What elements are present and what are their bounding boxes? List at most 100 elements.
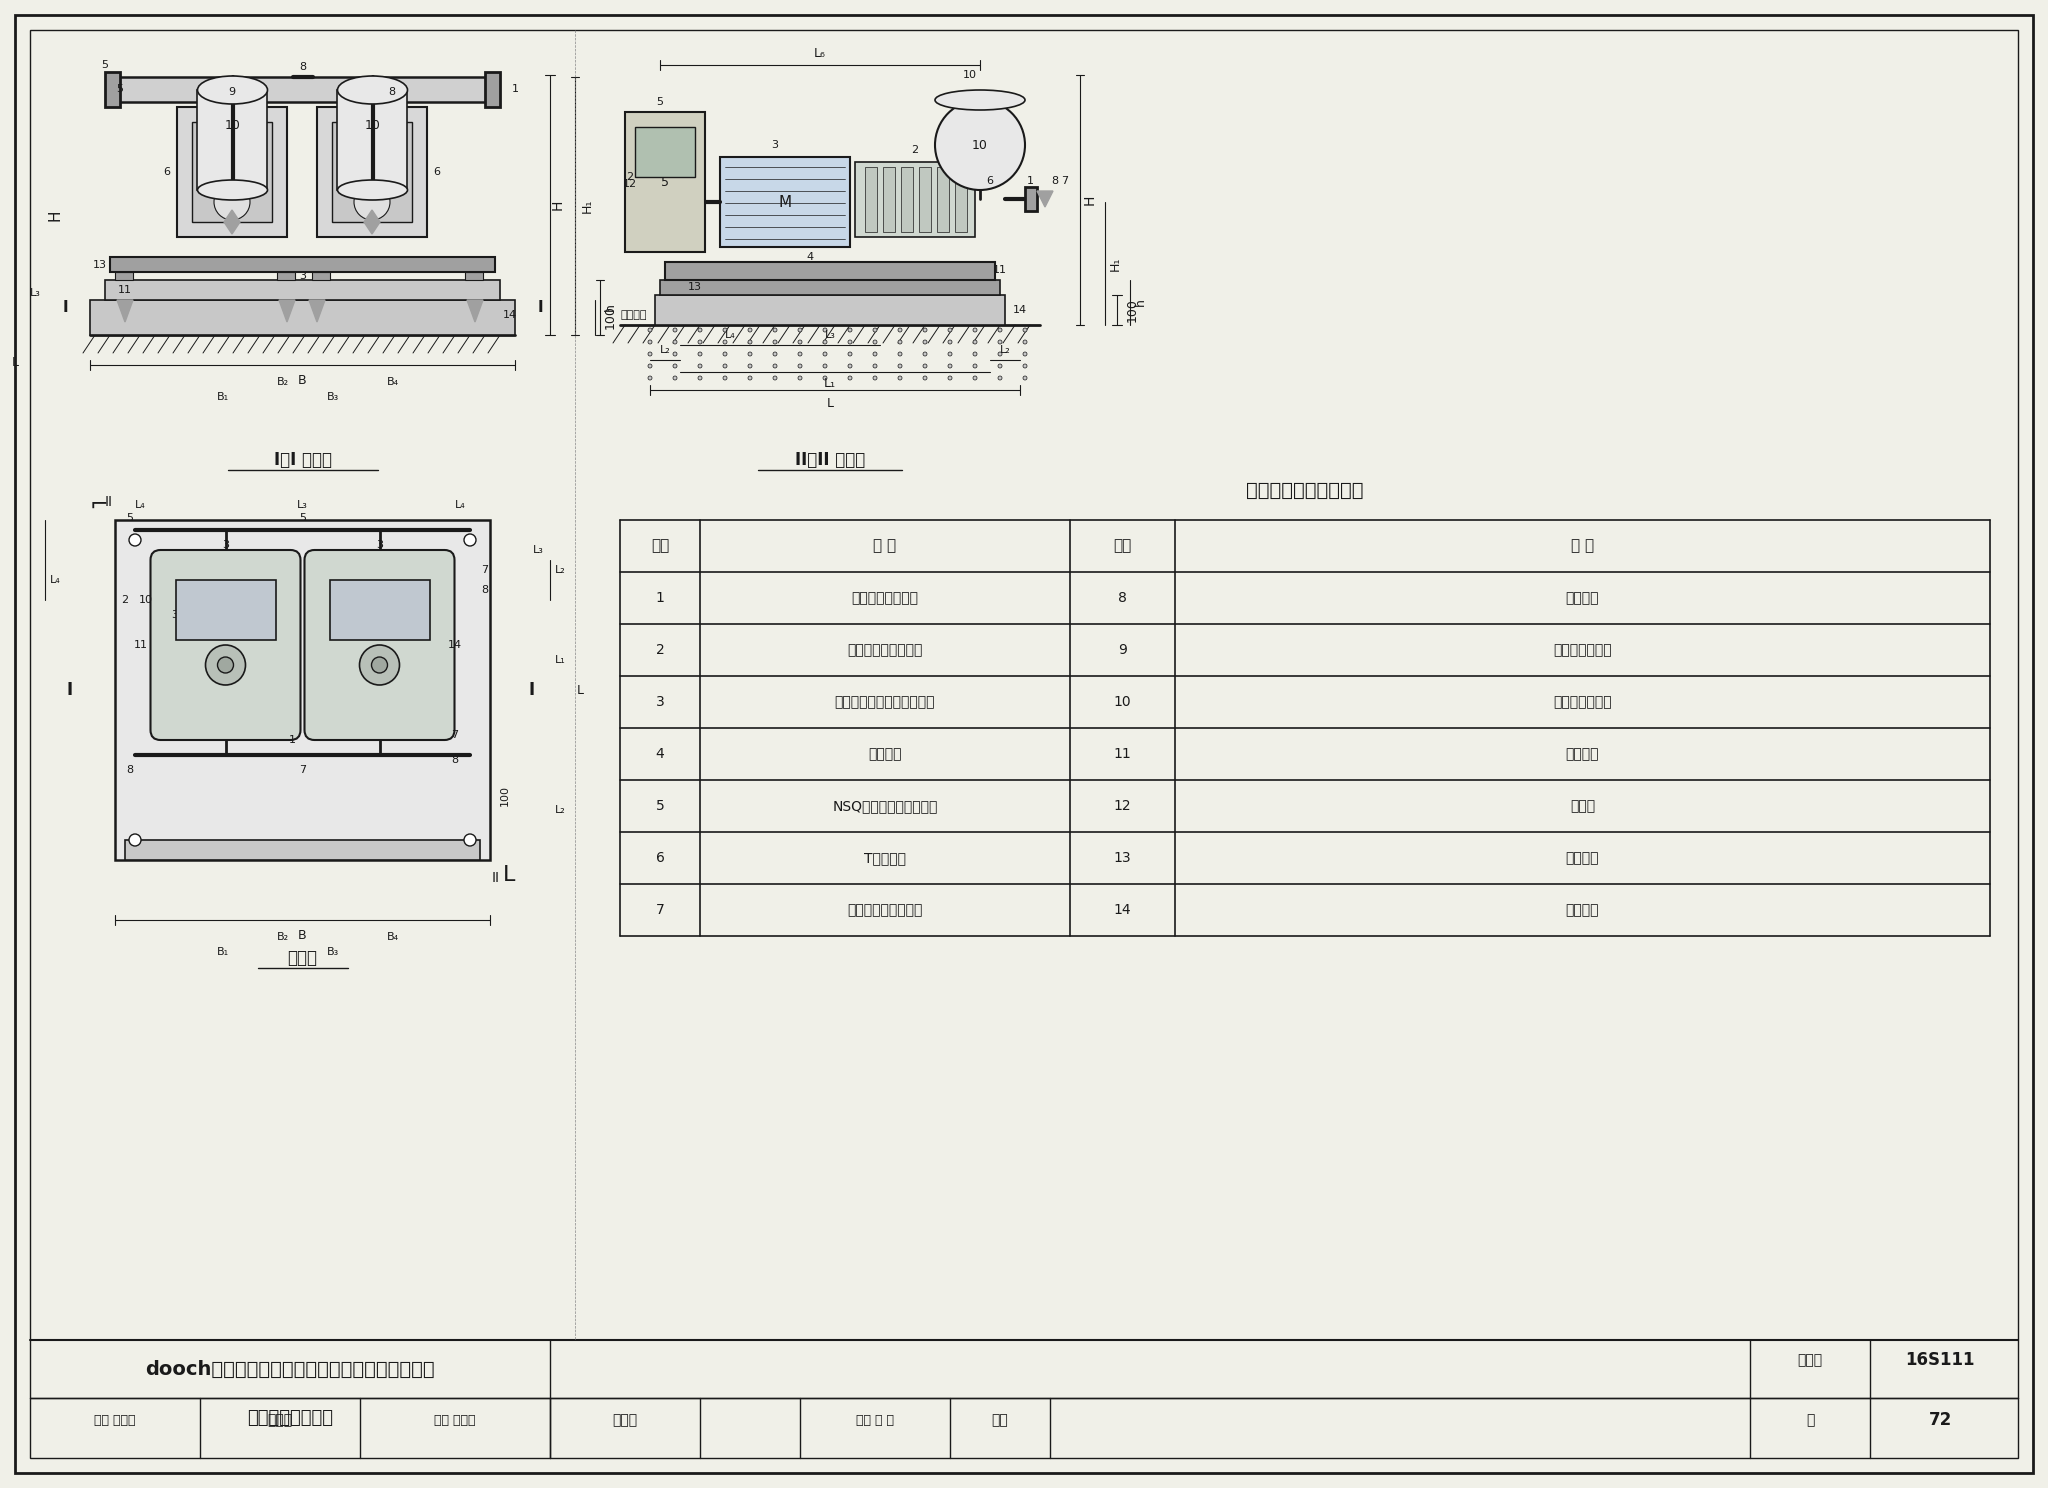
Text: 5: 5 xyxy=(117,83,123,94)
Circle shape xyxy=(698,339,702,344)
Circle shape xyxy=(924,327,928,332)
Circle shape xyxy=(872,327,877,332)
Text: 出水压力传感器: 出水压力传感器 xyxy=(1552,643,1612,658)
Text: B₁: B₁ xyxy=(217,391,229,402)
Text: 12: 12 xyxy=(1114,799,1130,812)
Text: H₁: H₁ xyxy=(580,199,594,213)
Text: 页: 页 xyxy=(1806,1414,1815,1427)
Text: 12: 12 xyxy=(623,179,637,189)
Text: 8: 8 xyxy=(451,754,459,765)
Circle shape xyxy=(698,365,702,368)
Circle shape xyxy=(674,353,678,356)
Text: H₁: H₁ xyxy=(1108,256,1122,271)
Circle shape xyxy=(1024,327,1026,332)
Text: B₃: B₃ xyxy=(326,391,338,402)
Polygon shape xyxy=(279,301,295,321)
Text: L₃: L₃ xyxy=(29,287,41,298)
Circle shape xyxy=(936,100,1024,190)
Text: I－I 剖视图: I－I 剖视图 xyxy=(274,451,332,469)
Circle shape xyxy=(897,327,901,332)
Text: 13: 13 xyxy=(1114,851,1130,865)
Text: 10: 10 xyxy=(225,119,240,131)
Ellipse shape xyxy=(936,89,1024,110)
Bar xyxy=(104,280,500,301)
Text: L₄: L₄ xyxy=(135,500,145,510)
Text: 1: 1 xyxy=(512,83,518,94)
Text: B₂: B₂ xyxy=(276,931,289,942)
Text: 4: 4 xyxy=(655,747,664,760)
Bar xyxy=(193,122,272,222)
Text: 5: 5 xyxy=(127,513,133,522)
Bar xyxy=(883,167,895,232)
Circle shape xyxy=(973,376,977,379)
Circle shape xyxy=(465,833,475,847)
Bar xyxy=(655,295,1006,324)
Text: B₂: B₂ xyxy=(276,376,289,387)
Text: H: H xyxy=(551,199,565,210)
Circle shape xyxy=(1024,365,1026,368)
Circle shape xyxy=(723,339,727,344)
Bar xyxy=(338,89,408,190)
Circle shape xyxy=(872,339,877,344)
Text: 11: 11 xyxy=(993,265,1008,275)
Bar xyxy=(954,167,967,232)
Text: h: h xyxy=(1133,299,1147,307)
Text: 校对 吴海林: 校对 吴海林 xyxy=(434,1414,475,1427)
Circle shape xyxy=(354,153,389,190)
Text: 100: 100 xyxy=(604,305,616,329)
Text: H: H xyxy=(47,210,63,220)
Text: M: M xyxy=(778,195,793,210)
Text: 5: 5 xyxy=(657,97,664,107)
Circle shape xyxy=(354,185,389,220)
Text: 2: 2 xyxy=(627,173,633,182)
Circle shape xyxy=(897,365,901,368)
Ellipse shape xyxy=(197,76,268,104)
Text: 14: 14 xyxy=(504,310,516,320)
Text: L₂: L₂ xyxy=(555,565,565,574)
Text: L: L xyxy=(827,396,834,409)
Circle shape xyxy=(799,353,803,356)
Bar xyxy=(659,280,999,295)
Bar xyxy=(635,126,694,177)
Text: 卧式微型不锈钢多级离心泵: 卧式微型不锈钢多级离心泵 xyxy=(836,695,936,708)
Text: 3: 3 xyxy=(221,540,229,551)
Text: ⌐: ⌐ xyxy=(90,496,109,515)
Bar xyxy=(104,71,121,107)
Text: 6: 6 xyxy=(434,167,440,177)
Circle shape xyxy=(698,376,702,379)
Text: I: I xyxy=(528,682,535,699)
Text: h: h xyxy=(604,304,616,311)
Text: L₃: L₃ xyxy=(532,545,543,555)
Text: 管道支架: 管道支架 xyxy=(868,747,901,760)
Circle shape xyxy=(217,658,233,673)
Circle shape xyxy=(748,365,752,368)
Circle shape xyxy=(647,353,651,356)
Text: 吴海林: 吴海林 xyxy=(612,1414,637,1427)
Polygon shape xyxy=(117,301,133,321)
Circle shape xyxy=(973,327,977,332)
Circle shape xyxy=(772,353,776,356)
Text: 膨胀螺栓: 膨胀螺栓 xyxy=(1567,851,1599,865)
Circle shape xyxy=(897,376,901,379)
Text: 11: 11 xyxy=(1114,747,1130,760)
Circle shape xyxy=(647,339,651,344)
Text: L: L xyxy=(502,865,514,885)
Text: B₁: B₁ xyxy=(217,946,229,957)
Circle shape xyxy=(848,353,852,356)
Text: 8: 8 xyxy=(389,86,395,97)
Circle shape xyxy=(924,365,928,368)
Text: L₆: L₆ xyxy=(813,46,825,60)
Text: II－II 剖视图: II－II 剖视图 xyxy=(795,451,864,469)
Text: 3: 3 xyxy=(172,610,178,620)
Circle shape xyxy=(129,833,141,847)
Text: I: I xyxy=(537,299,543,314)
Circle shape xyxy=(997,339,1001,344)
Circle shape xyxy=(371,658,387,673)
Bar xyxy=(115,77,489,103)
Text: 设备部件及安装名称表: 设备部件及安装名称表 xyxy=(1247,481,1364,500)
Text: 8: 8 xyxy=(481,585,489,595)
Text: 隔振垫: 隔振垫 xyxy=(1571,799,1595,812)
Circle shape xyxy=(823,353,827,356)
Text: 3: 3 xyxy=(655,695,664,708)
Text: 出水总管: 出水总管 xyxy=(1567,591,1599,606)
